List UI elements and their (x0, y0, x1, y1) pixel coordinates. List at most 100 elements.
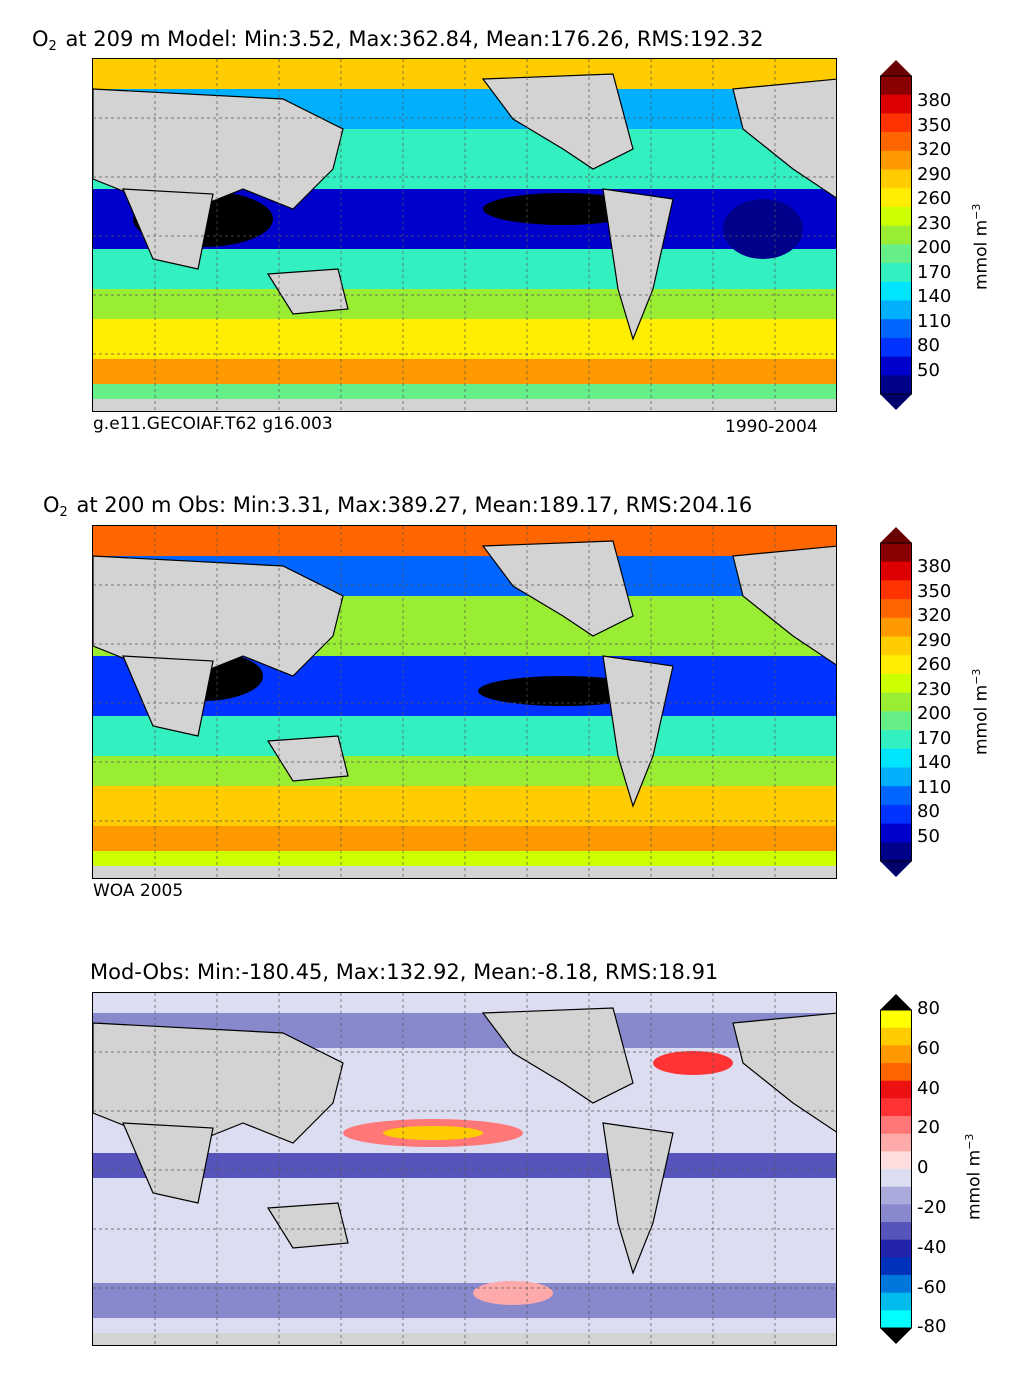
species-sub: 2 (48, 39, 57, 54)
caption-left-model: g.e11.GECOIAF.T62 g16.003 (93, 414, 333, 434)
land-south-america (602, 188, 674, 341)
caption-left-obs: WOA 2005 (93, 881, 184, 901)
colorbar-segment (880, 1292, 912, 1311)
species-sub: 2 (59, 505, 68, 520)
land-south-america (602, 655, 674, 808)
land-europe (732, 1012, 836, 1133)
land-europe (732, 545, 836, 666)
colorbar-segment (880, 692, 912, 712)
land-europe (732, 78, 836, 199)
land-antarctica (93, 399, 836, 411)
colorbar-segment (880, 263, 912, 283)
caption-right-model: 1990-2004 (725, 417, 818, 437)
colorbar-tick-label: -40 (917, 1236, 947, 1258)
colorbar-segment (880, 1027, 912, 1046)
colorbar-segment (880, 300, 912, 320)
colorbar-segment (880, 1098, 912, 1117)
colorbar-segment (880, 1239, 912, 1258)
colorbar-tick-label: 290 (917, 629, 952, 651)
colorbar-tick-label: 320 (917, 139, 952, 160)
colorbar-tick-label: 320 (917, 605, 952, 626)
unit-base: mmol m (971, 219, 992, 290)
colorbar-segment (880, 1151, 912, 1170)
land-antarctica (93, 866, 836, 878)
colorbar-obs-label: mmol m−3 (970, 669, 992, 755)
colorbar-tick-label: 260 (917, 654, 952, 675)
colorbar-tick-label: 200 (917, 703, 952, 724)
map-obs-svg (93, 526, 836, 878)
om-zone-atlantic (723, 199, 803, 259)
colorbar-tick-label: 20 (917, 1117, 940, 1139)
colorbar-segment (880, 206, 912, 227)
colorbar-segment (880, 655, 912, 675)
land-north-america (481, 540, 634, 637)
colorbar-tick-label: 260 (917, 188, 952, 209)
unit-exp: −3 (970, 668, 983, 685)
colorbar-tick-label: 50 (917, 359, 940, 381)
colorbar-diff (880, 994, 912, 1344)
map-diff (92, 992, 837, 1346)
land-antarctica (93, 1333, 836, 1345)
colorbar-tick-label: 380 (917, 90, 952, 111)
colorbar-segment (880, 1186, 912, 1205)
colorbar-tick-label: -20 (917, 1197, 947, 1218)
colorbar-outline (880, 542, 912, 862)
colorbar-segment (880, 1116, 912, 1135)
colorbar-outline (880, 75, 912, 395)
colorbar-segment (880, 94, 912, 114)
colorbar-model-label: mmol m−3 (970, 204, 992, 290)
colorbar-segment (880, 823, 912, 843)
map-obs (92, 525, 837, 879)
colorbar-segment (880, 113, 912, 133)
colorbar-segment (880, 561, 912, 581)
colorbar-extend-min (880, 1328, 912, 1344)
land-eurasia (93, 555, 344, 677)
colorbar-tick-label: 290 (917, 163, 952, 185)
gridlines (93, 59, 836, 411)
colorbar-segment (880, 1080, 912, 1099)
gridlines (93, 993, 836, 1345)
colorbar-tick-label: 140 (917, 752, 952, 773)
gridlines (93, 526, 836, 878)
colorbar-segment (880, 150, 912, 171)
colorbar-segment (880, 319, 912, 339)
om-zone-pacific (483, 193, 643, 225)
unit-exp: −3 (970, 203, 983, 220)
species: O (32, 27, 49, 51)
colorbar-segment (880, 1045, 912, 1064)
colorbar-extend-min (880, 394, 912, 410)
land-australia (266, 268, 349, 315)
colorbar-obs-svg (880, 527, 912, 877)
colorbar-extend-max (880, 527, 912, 543)
colorbar-segment (880, 599, 912, 619)
colorbar-tick-label: 170 (917, 727, 952, 749)
colorbar-segment (880, 375, 912, 395)
colorbar-segment (880, 842, 912, 862)
colorbar-segment (880, 244, 912, 264)
colorbar-segment (880, 169, 912, 189)
colorbar-tick-label: 380 (917, 556, 952, 577)
land-north-america (481, 73, 634, 170)
colorbar-segment (880, 711, 912, 731)
map-diff-svg (93, 993, 836, 1345)
colorbar-segment (880, 804, 912, 825)
colorbar-segment (880, 1010, 912, 1029)
title-text: at 209 m Model: Min:3.52, Max:362.84, Me… (58, 27, 764, 51)
map-model (92, 58, 837, 412)
unit-base: mmol m (971, 684, 992, 755)
colorbar-tick-label: 170 (917, 261, 952, 283)
colorbar-segment (880, 132, 912, 152)
panel-title-model: O2 at 209 m Model: Min:3.52, Max:362.84,… (32, 27, 763, 54)
colorbar-segment (880, 748, 912, 768)
colorbar-tick-label: 0 (917, 1157, 929, 1179)
colorbar-tick-label: -60 (917, 1276, 947, 1298)
colorbar-tick-label: 80 (917, 801, 940, 822)
colorbar-segment (880, 1133, 912, 1152)
map-model-svg (93, 59, 836, 411)
land-eurasia (93, 1022, 344, 1144)
colorbar-tick-label: -80 (917, 1316, 947, 1338)
title-text: at 200 m Obs: Min:3.31, Max:389.27, Mean… (69, 493, 753, 517)
colorbar-segment (880, 1169, 912, 1188)
land-australia (266, 735, 349, 782)
colorbar-segment (880, 188, 912, 208)
